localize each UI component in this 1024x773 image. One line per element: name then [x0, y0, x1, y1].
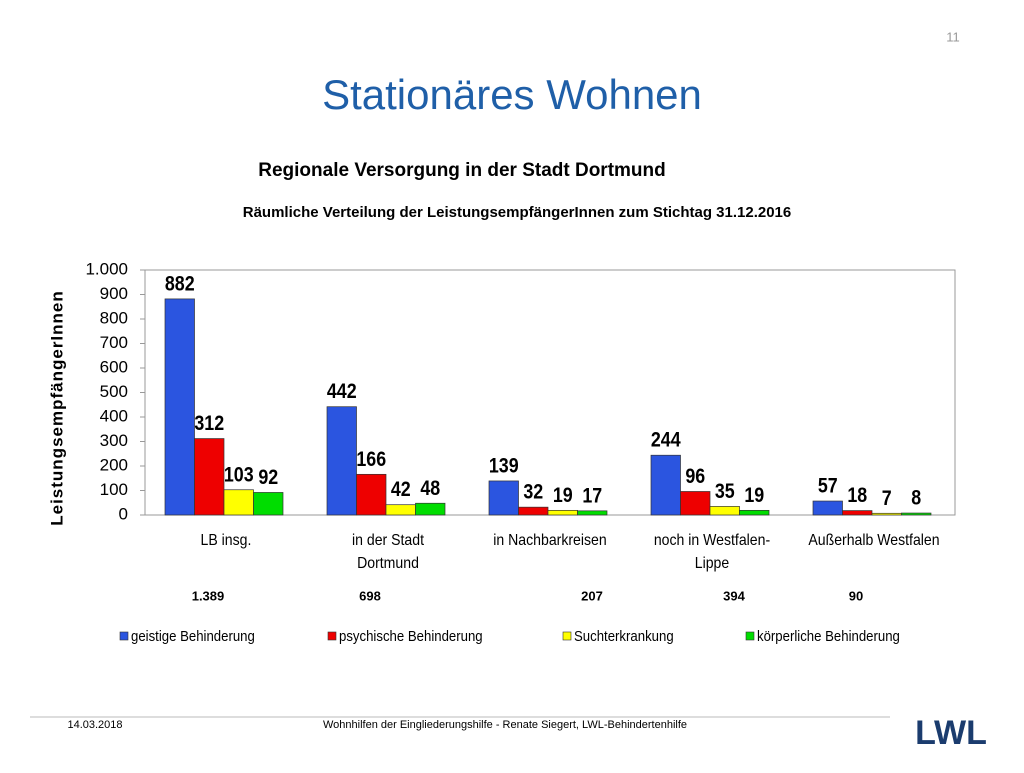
- y-tick-label: 800: [100, 308, 128, 327]
- bar: [194, 438, 225, 516]
- data-label: 7: [882, 487, 892, 511]
- legend-label: geistige Behinderung: [131, 627, 255, 644]
- data-label: 19: [553, 484, 573, 508]
- legend-swatch: [327, 631, 337, 641]
- bar: [253, 492, 284, 516]
- data-label: 32: [523, 480, 543, 504]
- y-tick-label: 600: [100, 357, 128, 376]
- y-tick-label: 200: [100, 455, 128, 474]
- data-label: 103: [224, 463, 254, 487]
- bar: [164, 298, 195, 516]
- slide-title: Stationäres Wohnen: [322, 71, 702, 118]
- legend-swatch: [745, 631, 755, 641]
- legend-swatch: [119, 631, 129, 641]
- total-label: 1.389: [192, 588, 225, 603]
- bar: [871, 512, 902, 516]
- data-label: 18: [847, 484, 867, 508]
- bar: [488, 480, 519, 516]
- data-label: 244: [651, 428, 681, 452]
- data-label: 92: [258, 466, 278, 490]
- bar: [547, 509, 578, 516]
- bar: [223, 489, 254, 516]
- x-tick-label: noch in Westfalen-Lippe: [654, 531, 770, 572]
- bar: [739, 509, 770, 516]
- data-label: 882: [165, 272, 195, 296]
- data-label: 166: [356, 448, 386, 472]
- logo: LWL: [915, 714, 987, 752]
- legend-label: körperliche Behinderung: [757, 627, 900, 644]
- legend-swatch: [562, 631, 572, 641]
- chart-title: Regionale Versorgung in der Stadt Dortmu…: [258, 160, 665, 181]
- total-label: 394: [723, 588, 745, 603]
- data-label: 35: [715, 480, 735, 504]
- bar: [680, 491, 711, 516]
- data-label: 312: [194, 412, 224, 436]
- x-tick-label: LB insg.: [201, 531, 252, 549]
- bar: [326, 406, 357, 516]
- data-label: 96: [685, 465, 705, 489]
- y-tick-label: 100: [100, 480, 128, 499]
- y-tick-label: 400: [100, 406, 128, 425]
- y-tick-label: 900: [100, 284, 128, 303]
- data-label: 17: [582, 484, 602, 508]
- data-label: 442: [327, 380, 357, 404]
- bar: [356, 473, 387, 516]
- data-label: 8: [911, 486, 921, 510]
- bar: [415, 502, 446, 516]
- data-label: 19: [744, 484, 764, 508]
- total-label: 90: [849, 588, 863, 603]
- data-label: 48: [420, 476, 440, 500]
- x-tick-label: in der Stadt Dortmund: [352, 531, 425, 572]
- page-number: 11: [946, 29, 960, 44]
- x-tick-label: Außerhalb Westfalen: [808, 531, 939, 549]
- bar: [812, 500, 843, 516]
- footer-text: Wohnhilfen der Eingliederungshilfe - Ren…: [323, 719, 687, 731]
- x-tick-label: in Nachbarkreisen: [493, 531, 606, 549]
- y-tick-label: 500: [100, 382, 128, 401]
- bar: [577, 510, 608, 516]
- y-tick-label: 1.000: [85, 259, 128, 278]
- bar: [385, 504, 416, 516]
- y-tick-label: 700: [100, 333, 128, 352]
- total-label: 207: [581, 588, 603, 603]
- legend-label: psychische Behinderung: [339, 627, 483, 644]
- y-tick-label: 0: [119, 504, 128, 523]
- bar: [842, 510, 873, 516]
- data-label: 57: [818, 474, 838, 498]
- data-label: 42: [391, 478, 411, 502]
- y-axis-label: LeistungsempfängerInnen: [47, 290, 66, 526]
- y-tick-label: 300: [100, 431, 128, 450]
- bar: [901, 512, 932, 516]
- chart-subtitle: Räumliche Verteilung der Leistungsempfän…: [243, 204, 792, 221]
- legend-label: Suchterkrankung: [574, 627, 674, 644]
- footer-date: 14.03.2018: [67, 719, 122, 731]
- bar: [650, 454, 681, 516]
- data-label: 139: [489, 454, 519, 478]
- total-label: 698: [359, 588, 381, 603]
- bar: [709, 506, 740, 516]
- bar: [518, 506, 549, 516]
